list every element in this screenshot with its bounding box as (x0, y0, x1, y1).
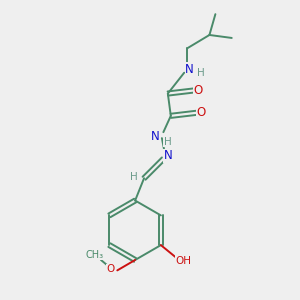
Text: CH₃: CH₃ (86, 250, 104, 260)
Text: O: O (194, 84, 203, 97)
Text: H: H (197, 68, 204, 78)
Text: H: H (130, 172, 137, 182)
Text: O: O (197, 106, 206, 119)
Text: OH: OH (176, 256, 192, 266)
Text: N: N (185, 63, 194, 76)
Text: N: N (164, 149, 172, 162)
Text: O: O (106, 264, 115, 274)
Text: H: H (164, 137, 172, 147)
Text: N: N (151, 130, 160, 143)
